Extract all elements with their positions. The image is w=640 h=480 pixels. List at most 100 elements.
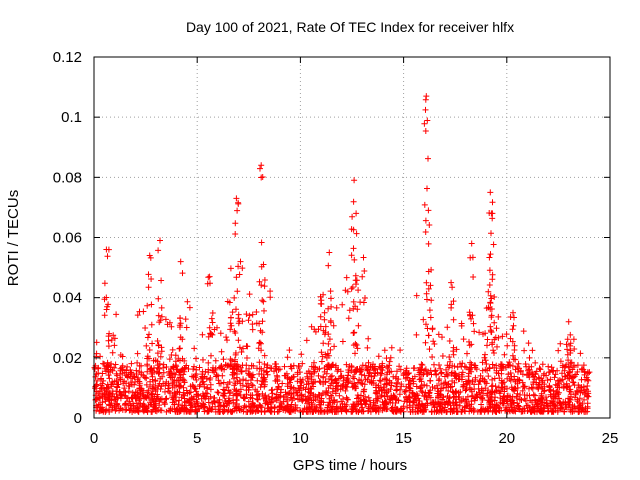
data-point xyxy=(335,408,341,415)
data-point xyxy=(171,389,178,396)
data-point xyxy=(395,397,402,404)
data-point xyxy=(117,371,124,377)
data-point xyxy=(312,407,319,414)
data-point xyxy=(582,391,588,397)
data-point xyxy=(549,408,556,415)
data-point xyxy=(149,340,156,347)
data-point xyxy=(179,376,186,383)
data-point xyxy=(447,358,454,365)
data-point xyxy=(441,399,447,406)
x-tick-label: 15 xyxy=(395,430,412,447)
data-point xyxy=(106,408,113,415)
data-point xyxy=(343,383,350,390)
data-point xyxy=(564,336,571,343)
data-point xyxy=(477,408,484,415)
data-point xyxy=(487,292,494,299)
data-point xyxy=(238,349,245,355)
data-point xyxy=(532,359,539,366)
data-point xyxy=(444,393,451,399)
data-point xyxy=(488,383,495,390)
data-point xyxy=(566,388,573,395)
data-point xyxy=(336,375,342,382)
data-point xyxy=(299,360,306,367)
data-point xyxy=(384,380,390,387)
data-point xyxy=(145,271,152,278)
data-point xyxy=(555,378,562,385)
data-point xyxy=(185,408,192,415)
data-point xyxy=(432,368,438,375)
data-point xyxy=(303,396,310,403)
data-point xyxy=(326,376,332,382)
data-point xyxy=(246,384,253,391)
data-point xyxy=(103,407,110,414)
data-point xyxy=(462,387,469,394)
data-point xyxy=(386,358,393,365)
data-point xyxy=(547,369,553,375)
data-point xyxy=(332,362,339,369)
data-point xyxy=(515,403,522,410)
data-point xyxy=(302,393,309,400)
data-point xyxy=(561,367,568,374)
data-point xyxy=(350,298,357,305)
data-point xyxy=(123,406,130,413)
data-point xyxy=(432,399,439,405)
data-point xyxy=(448,301,455,308)
x-tick-label: 5 xyxy=(193,430,201,447)
data-point xyxy=(468,240,475,247)
data-point xyxy=(540,408,547,415)
data-point xyxy=(447,409,454,415)
data-point xyxy=(261,408,268,415)
data-point xyxy=(344,288,351,295)
data-point xyxy=(438,369,445,376)
data-point xyxy=(325,262,332,269)
data-point xyxy=(310,383,317,390)
data-point xyxy=(530,391,537,398)
data-point xyxy=(505,404,511,411)
data-point xyxy=(234,288,241,295)
data-point xyxy=(218,363,225,370)
data-point xyxy=(295,396,302,403)
data-point xyxy=(326,395,333,402)
data-point xyxy=(526,370,533,377)
data-point xyxy=(439,353,446,359)
data-point xyxy=(307,394,314,401)
data-point xyxy=(532,397,539,404)
data-point xyxy=(152,405,159,412)
data-point xyxy=(118,364,125,371)
data-point xyxy=(547,405,554,412)
data-point xyxy=(380,384,387,391)
data-point xyxy=(235,405,242,412)
data-point xyxy=(489,210,496,217)
data-point xyxy=(555,347,562,354)
data-point xyxy=(581,396,587,403)
data-point xyxy=(361,268,368,274)
data-point xyxy=(99,391,106,398)
data-point xyxy=(177,315,184,321)
data-point xyxy=(370,377,377,384)
data-point xyxy=(253,309,260,315)
data-point xyxy=(424,185,430,192)
data-point xyxy=(220,356,227,363)
data-point xyxy=(328,295,334,302)
data-point xyxy=(240,345,246,352)
data-point xyxy=(425,390,432,396)
data-point xyxy=(561,408,568,415)
data-point xyxy=(406,384,413,391)
data-point xyxy=(267,294,274,301)
data-point xyxy=(102,390,109,396)
data-point xyxy=(234,361,241,368)
data-point xyxy=(574,362,581,369)
data-point xyxy=(507,314,514,320)
data-point xyxy=(484,336,491,343)
data-point xyxy=(327,346,334,353)
data-point xyxy=(467,312,474,319)
data-point xyxy=(167,390,174,396)
data-point xyxy=(321,316,328,323)
data-point xyxy=(514,364,521,370)
data-point xyxy=(231,375,237,382)
data-point xyxy=(577,350,584,357)
data-point xyxy=(547,376,554,383)
data-point xyxy=(487,251,494,258)
data-point xyxy=(209,406,216,413)
data-point xyxy=(339,301,346,308)
